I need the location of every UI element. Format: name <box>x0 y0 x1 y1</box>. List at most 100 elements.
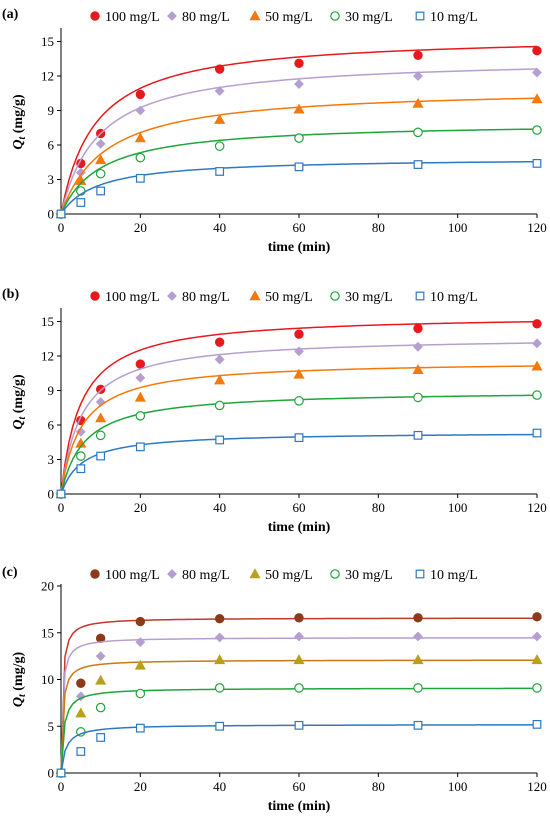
legend-label: 80 mg/L <box>182 568 230 583</box>
x-axis-label: time (min) <box>268 240 331 255</box>
data-point <box>95 154 107 165</box>
data-point <box>134 659 146 670</box>
data-point <box>75 691 86 702</box>
series-80-mg-l <box>56 67 542 219</box>
data-point <box>135 173 145 183</box>
data-point <box>532 683 542 693</box>
x-tick-label: 60 <box>293 500 306 515</box>
x-tick-label: 60 <box>293 779 306 794</box>
series-80-mg-l <box>56 631 542 778</box>
data-point <box>532 125 542 135</box>
data-point <box>293 654 305 665</box>
x-tick-label: 20 <box>134 220 147 235</box>
data-point <box>75 426 86 437</box>
legend-label: 50 mg/L <box>265 10 313 25</box>
data-point <box>294 346 304 357</box>
data-point <box>95 702 106 713</box>
fit-curve <box>60 365 538 495</box>
data-point <box>76 464 86 474</box>
legend-marker <box>167 569 177 579</box>
chart-panel-2: 0 3 6 9 12 15 0 20 40 60 80 100 120 time (min) Qt (mg/… <box>2 287 547 535</box>
x-tick-label: 0 <box>58 500 65 515</box>
data-point <box>96 186 106 196</box>
data-point <box>214 141 225 151</box>
y-tick-label: 5 <box>48 719 55 734</box>
data-point <box>294 720 304 730</box>
legend-label: 50 mg/L <box>265 290 313 305</box>
y-axis-units: (mg/g) <box>11 652 26 695</box>
series-10-mg-l <box>56 159 542 219</box>
data-point <box>294 79 304 89</box>
data-point <box>531 654 543 665</box>
data-point <box>214 64 225 74</box>
y-axis-units: (mg/g) <box>11 374 26 417</box>
data-point <box>95 412 107 423</box>
x-tick-label: 80 <box>372 220 385 235</box>
data-point <box>413 71 423 81</box>
data-point <box>214 400 225 411</box>
series-50-mg-l <box>55 654 543 778</box>
y-tick-label: 15 <box>41 34 54 49</box>
series-30-mg-l <box>56 125 542 219</box>
data-point <box>294 329 304 339</box>
fit-curve <box>60 45 538 215</box>
x-tick-label: 120 <box>527 500 547 515</box>
legend-label: 30 mg/L <box>345 568 393 583</box>
x-tick-label: 0 <box>58 220 65 235</box>
data-point <box>214 654 226 665</box>
data-point <box>294 162 304 172</box>
y-axis-symbol: Q <box>11 420 26 430</box>
data-point <box>75 707 87 718</box>
data-point <box>294 683 304 693</box>
data-point <box>95 674 107 685</box>
data-point <box>135 616 146 627</box>
fit-curve <box>60 97 538 215</box>
x-tick-label: 40 <box>213 500 226 515</box>
y-tick-label: 12 <box>41 349 54 364</box>
legend-label: 10 mg/L <box>430 568 478 583</box>
data-point <box>76 747 86 756</box>
data-point <box>214 113 226 124</box>
x-tick-label: 80 <box>372 779 385 794</box>
data-point <box>412 97 424 108</box>
data-point <box>412 654 424 665</box>
legend-label: 10 mg/L <box>430 290 478 305</box>
data-point <box>413 613 423 623</box>
legend-marker <box>330 291 340 301</box>
series-50-mg-l <box>55 360 543 499</box>
data-point <box>135 410 146 421</box>
y-tick-label: 3 <box>48 172 55 187</box>
data-point <box>135 723 145 733</box>
data-point <box>95 168 106 179</box>
y-axis-label: Qt (mg/g) <box>11 652 28 708</box>
y-axis-subscript: t <box>17 136 28 140</box>
fit-curve <box>60 342 538 495</box>
data-point <box>413 50 423 60</box>
data-point <box>294 613 304 623</box>
data-point <box>96 733 106 742</box>
data-point <box>532 631 542 642</box>
x-tick-label: 20 <box>134 500 147 515</box>
y-tick-label: 15 <box>41 625 54 640</box>
data-point <box>135 637 146 648</box>
data-point <box>95 138 106 149</box>
legend-marker <box>415 11 425 21</box>
fit-curve <box>60 724 538 774</box>
data-point <box>95 430 106 441</box>
data-point <box>531 93 543 104</box>
data-point <box>412 364 424 374</box>
data-point <box>413 430 423 440</box>
legend-marker <box>249 10 261 21</box>
legend-label: 30 mg/L <box>345 290 393 305</box>
x-tick-label: 100 <box>448 220 468 235</box>
series-80-mg-l <box>56 338 542 499</box>
x-tick-label: 80 <box>372 500 385 515</box>
x-tick-label: 120 <box>527 220 547 235</box>
legend-label: 100 mg/L <box>105 568 160 583</box>
data-point <box>532 719 542 729</box>
legend-label: 80 mg/L <box>182 10 230 25</box>
data-point <box>135 688 146 699</box>
data-point <box>214 614 225 624</box>
series-30-mg-l <box>56 683 542 778</box>
